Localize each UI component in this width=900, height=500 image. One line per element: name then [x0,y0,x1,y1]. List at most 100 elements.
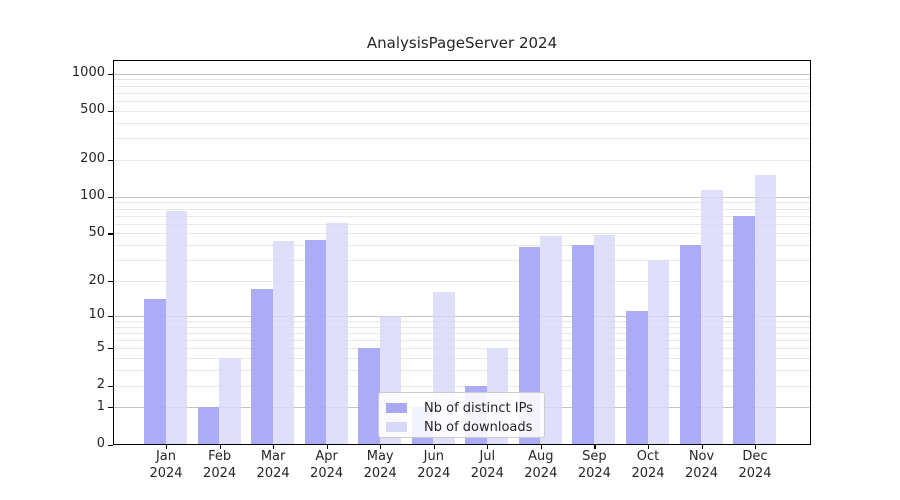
x-tick-year: 2024 [684,465,719,481]
legend-item-downloads: Nb of downloads [386,418,536,436]
bar-distinct-ips-apr [304,240,327,444]
gridline-minor [114,281,810,283]
gridline-minor [114,233,810,235]
x-tick-mark [433,445,435,449]
x-tick-mark [701,445,703,449]
y-tick-label: 1000 [71,65,105,81]
bar-downloads-dec [754,175,776,444]
y-tick-mark [108,159,113,161]
x-tick-mark [273,445,275,449]
gridline-major [114,315,810,317]
x-tick-mark [219,445,221,449]
y-tick-label: 20 [88,272,105,288]
bar-downloads-aug [540,235,562,444]
x-tick-year: 2024 [470,465,504,481]
x-tick-mark [487,445,489,449]
bar-downloads-nov [701,190,723,444]
x-tick-label-feb: Feb 2024 [188,449,252,482]
x-tick-label-jul: Jul 2024 [455,449,519,482]
x-tick-label-sep: Sep 2024 [562,449,626,482]
gridline-minor [114,326,810,328]
bar-distinct-ips-oct [626,311,648,444]
x-tick-label-nov: Nov 2024 [670,449,734,482]
x-tick-label-may: May 2024 [348,449,412,482]
legend-label-distinct-ips: Nb of distinct IPs [424,400,533,416]
x-tick-year: 2024 [577,465,611,481]
x-tick-label-mar: Mar 2024 [241,449,305,482]
x-tick-mark [380,445,382,449]
gridline-minor [114,260,810,262]
x-tick-mark [648,445,650,449]
bar-distinct-ips-may [358,348,380,444]
x-tick-month: Oct [636,449,660,464]
y-tick-label: 10 [88,307,105,323]
y-tick-mark [108,73,113,75]
x-tick-label-aug: Aug 2024 [509,449,573,482]
x-tick-mark [540,445,542,449]
gridline-minor [114,92,810,94]
gridline-minor [114,320,810,322]
x-tick-month: May [366,449,394,464]
bar-downloads-oct [647,260,669,444]
grid-layer [114,61,810,444]
x-tick-mark [755,445,757,449]
x-tick-label-apr: Apr 2024 [295,449,359,482]
bar-distinct-ips-sep [572,245,594,444]
x-tick-month: Sep [582,449,607,464]
x-tick-year: 2024 [738,465,772,481]
gridline-minor [114,223,810,225]
legend-item-distinct-ips: Nb of distinct IPs [386,399,536,417]
x-tick-label-jan: Jan 2024 [134,449,198,482]
gridline-minor [114,340,810,341]
bar-downloads-sep [593,234,616,444]
bar-distinct-ips-dec [733,215,755,444]
y-tick-mark [108,407,113,409]
gridline-minor [114,348,810,350]
legend: Nb of distinct IPs Nb of downloads [378,392,545,438]
gridline-minor [114,159,810,161]
x-tick-year: 2024 [256,465,290,481]
x-tick-month: Jun [423,449,444,464]
x-tick-mark [594,445,596,449]
bar-downloads-apr [326,223,348,444]
gridline-minor [114,202,810,204]
y-tick-label: 500 [80,102,105,118]
bars-layer [114,61,810,444]
gridline-minor [114,79,810,81]
x-tick-label-dec: Dec 2024 [723,449,787,482]
y-tick-mark [108,315,113,317]
x-tick-year: 2024 [363,465,397,481]
gridline-minor [114,138,810,140]
x-tick-month: Dec [742,449,768,464]
gridline-minor [114,122,810,124]
legend-swatch-distinct-ips-icon [386,403,407,413]
bar-distinct-ips-feb [197,407,219,444]
y-tick-label: 50 [88,224,105,240]
x-tick-month: Aug [528,449,554,464]
y-tick-label: 2 [96,377,105,392]
x-tick-month: Apr [315,449,338,464]
y-tick-mark [108,196,113,198]
bar-downloads-jan [165,210,187,444]
y-tick-label: 200 [80,151,105,167]
gridline-minor [114,370,810,372]
x-tick-label-jun: Jun 2024 [402,449,466,482]
x-tick-month: Nov [688,449,715,464]
y-tick-mark [108,281,113,283]
gridline-minor [114,215,810,217]
bar-downloads-feb [219,358,241,444]
gridline-minor [114,110,810,112]
x-tick-year: 2024 [310,465,344,481]
gridline-major [114,73,810,75]
gridline-minor [114,385,810,387]
bar-downloads-mar [272,241,295,444]
y-tick-label: 0 [96,436,105,451]
x-tick-month: Jul [479,449,496,464]
y-tick-mark [108,444,113,446]
gridline-minor [114,332,810,334]
x-tick-year: 2024 [417,465,451,481]
x-tick-year: 2024 [631,465,665,481]
legend-label-downloads: Nb of downloads [424,419,533,435]
bar-distinct-ips-nov [679,245,701,444]
